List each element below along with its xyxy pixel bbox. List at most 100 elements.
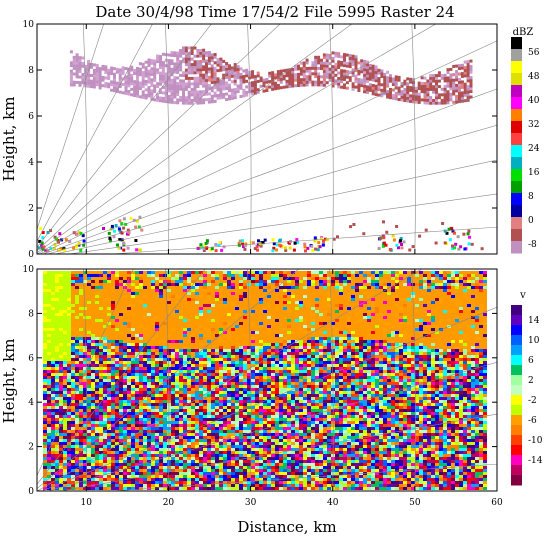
velocity-cell <box>143 379 147 382</box>
reflectivity-cell <box>311 61 314 64</box>
velocity-cell <box>75 436 79 439</box>
velocity-cell <box>55 307 59 310</box>
velocity-cell <box>187 355 191 358</box>
reflectivity-cell <box>171 98 174 101</box>
velocity-cell <box>139 361 143 364</box>
reflectivity-cell <box>159 99 162 102</box>
reflectivity-cell <box>75 233 78 236</box>
velocity-cell <box>155 316 159 319</box>
velocity-cell <box>171 298 175 301</box>
velocity-cell <box>127 415 131 418</box>
velocity-cell <box>103 286 107 289</box>
velocity-cell <box>163 301 167 304</box>
velocity-cell <box>211 415 215 418</box>
reflectivity-cell <box>182 96 185 99</box>
velocity-cell <box>75 295 79 298</box>
velocity-cell <box>91 346 95 349</box>
velocity-cell <box>203 427 207 430</box>
velocity-cell <box>223 358 227 361</box>
velocity-cell <box>55 298 59 301</box>
velocity-cell <box>47 304 51 307</box>
reflectivity-cell <box>385 244 388 247</box>
velocity-cell <box>75 319 79 322</box>
velocity-cell <box>63 301 67 304</box>
reflectivity-cell <box>122 227 125 230</box>
velocity-cell <box>151 388 155 391</box>
velocity-cell <box>151 466 155 469</box>
velocity-cell <box>191 379 195 382</box>
velocity-cell <box>115 400 119 403</box>
velocity-cell <box>151 439 155 442</box>
velocity-cell <box>67 421 71 424</box>
reflectivity-cell <box>467 93 470 96</box>
velocity-cell <box>63 337 67 340</box>
velocity-cell <box>75 283 79 286</box>
reflectivity-cell <box>191 93 194 96</box>
velocity-cell <box>143 421 147 424</box>
velocity-cell <box>179 274 183 277</box>
velocity-cell <box>187 451 191 454</box>
reflectivity-cell <box>225 62 228 65</box>
velocity-cell <box>147 406 151 409</box>
velocity-cell <box>71 292 75 295</box>
reflectivity-cell <box>470 68 473 71</box>
velocity-cell <box>131 340 135 343</box>
velocity-cell <box>135 388 139 391</box>
velocity-cell <box>223 478 227 481</box>
velocity-cell <box>131 397 135 400</box>
reflectivity-cell <box>343 86 346 89</box>
velocity-cell <box>83 331 87 334</box>
velocity-cell <box>215 322 219 325</box>
reflectivity-cell <box>159 55 162 58</box>
reflectivity-cell <box>297 84 300 87</box>
velocity-cell <box>227 277 231 280</box>
velocity-cell <box>127 352 131 355</box>
velocity-cell <box>203 277 207 280</box>
velocity-cell <box>63 430 67 433</box>
velocity-cell <box>147 472 151 475</box>
velocity-cell <box>191 346 195 349</box>
velocity-cell <box>215 454 219 457</box>
velocity-cell <box>143 286 147 289</box>
reflectivity-cell <box>467 230 470 233</box>
reflectivity-cell <box>461 75 464 78</box>
reflectivity-cell <box>447 93 450 96</box>
reflectivity-cell <box>171 59 174 62</box>
velocity-cell <box>179 457 183 460</box>
velocity-cell <box>211 373 215 376</box>
velocity-cell <box>79 289 83 292</box>
velocity-cell <box>163 346 167 349</box>
velocity-cell <box>47 319 51 322</box>
velocity-cell <box>199 301 203 304</box>
velocity-cell <box>155 427 159 430</box>
velocity-cell <box>127 316 131 319</box>
velocity-cell <box>135 337 139 340</box>
reflectivity-cell <box>271 82 274 85</box>
velocity-cell <box>63 322 67 325</box>
velocity-cell <box>75 478 79 481</box>
reflectivity-cell <box>449 96 452 99</box>
velocity-cell <box>127 328 131 331</box>
velocity-cell <box>187 457 191 460</box>
velocity-cell <box>187 310 191 313</box>
velocity-cell <box>99 445 103 448</box>
velocity-cell <box>55 328 59 331</box>
velocity-cell <box>67 301 71 304</box>
velocity-cell <box>135 346 139 349</box>
velocity-cell <box>187 427 191 430</box>
velocity-cell <box>171 421 175 424</box>
velocity-cell <box>219 373 223 376</box>
velocity-cell <box>147 457 151 460</box>
reflectivity-cell <box>165 100 168 103</box>
reflectivity-cell <box>386 93 389 96</box>
velocity-cell <box>47 322 51 325</box>
velocity-cell <box>111 337 115 340</box>
velocity-cell <box>163 454 167 457</box>
velocity-cell <box>123 415 127 418</box>
velocity-cell <box>107 376 111 379</box>
velocity-cell <box>219 400 223 403</box>
velocity-cell <box>195 442 199 445</box>
velocity-cell <box>211 271 215 274</box>
velocity-cell <box>123 304 127 307</box>
velocity-cell <box>95 271 99 274</box>
